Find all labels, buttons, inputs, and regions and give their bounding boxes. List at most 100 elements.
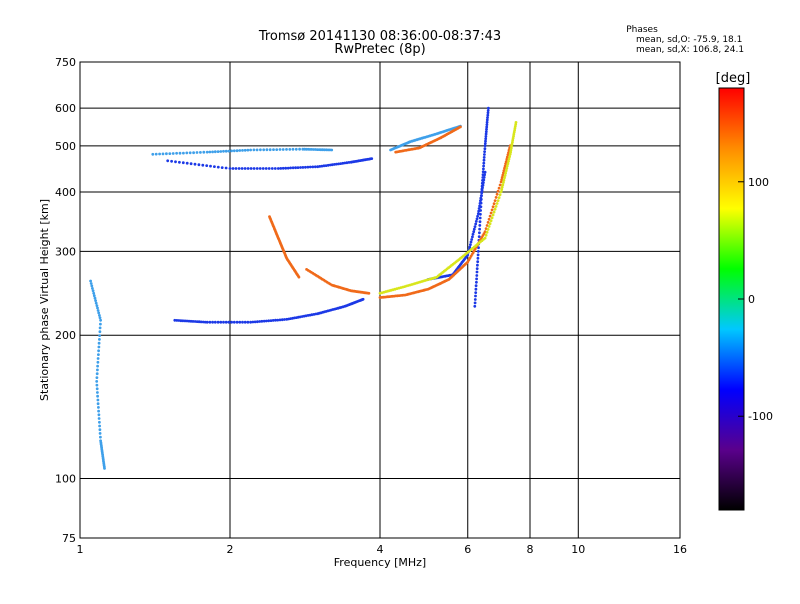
data-point [503,174,507,177]
data-point [288,148,292,151]
data-point [479,199,482,203]
data-point [91,289,95,293]
data-point [489,219,493,223]
data-point [474,220,478,223]
data-point [503,166,506,170]
data-point [475,280,478,284]
data-point [209,164,212,168]
data-point [473,298,477,301]
data-point [485,230,489,234]
data-point [301,166,305,169]
data-point [507,157,511,161]
data-point [316,165,320,169]
data-point [474,284,478,288]
data-point [304,165,307,169]
data-point [89,279,92,283]
data-point [98,314,101,317]
data-point [326,163,330,167]
data-point [224,149,228,153]
data-point [227,320,231,324]
data-point [473,225,477,229]
data-point [256,320,259,324]
data-point [265,319,268,323]
data-point [251,320,255,324]
data-point [170,159,174,163]
data-point [166,159,170,163]
data-point [482,167,485,171]
data-point [489,211,493,215]
data-point [502,181,505,184]
data-point [168,152,172,156]
data-point [95,376,99,379]
colorbar-ticks: -100 0 100 [738,176,773,423]
data-point [165,152,168,156]
data-point [498,183,502,187]
x-tick-label: 10 [571,543,585,556]
data-point [241,149,244,152]
data-point [504,160,508,164]
data-point [486,221,490,224]
data-point [361,297,365,301]
data-point [96,398,100,402]
data-point [99,318,102,322]
data-point [475,267,479,270]
data-point [297,275,301,279]
data-point [95,380,99,383]
data-point [499,180,503,184]
data-point [95,383,99,387]
data-point [504,171,507,175]
data-point [178,160,181,164]
data-point [252,148,256,152]
data-point [192,151,196,155]
data-point [500,178,504,182]
data-point [483,170,487,174]
data-point [92,294,96,298]
data-point [311,165,315,169]
data-point [253,320,257,324]
x-tick-label: 1 [77,543,84,556]
data-point [90,284,94,288]
data-point [324,164,328,168]
data-point [459,125,462,129]
data-point [490,208,494,212]
data-point [205,164,209,168]
x-tick-label: 16 [673,543,687,556]
data-point [275,148,279,152]
data-point [284,166,288,170]
data-point [255,167,259,170]
data-point [235,320,239,324]
data-point [506,162,510,166]
data-point [343,161,347,165]
data-point [255,148,259,152]
data-point [97,349,100,353]
data-point [485,120,489,124]
data-point [91,287,94,290]
data-point [246,167,250,170]
data-point [499,190,503,194]
data-point [500,185,504,189]
data-point [478,224,482,227]
data-point [493,207,497,211]
data-point [507,151,510,155]
data-point [231,167,235,170]
data-point [283,318,286,321]
data-point [482,158,486,162]
data-point [479,212,482,216]
data-point [472,227,476,231]
data-point [199,151,202,154]
data-point [322,164,326,168]
data-point [481,183,485,187]
data-point [488,222,492,226]
data-point [367,291,371,295]
data-point [230,320,234,324]
data-point [195,151,199,154]
data-point [154,152,158,156]
data-point [483,153,486,156]
data-point [491,213,495,217]
data-point [490,216,494,220]
data-point [480,191,484,195]
data-point [181,319,185,323]
data-point [97,413,101,417]
data-point [484,137,488,141]
